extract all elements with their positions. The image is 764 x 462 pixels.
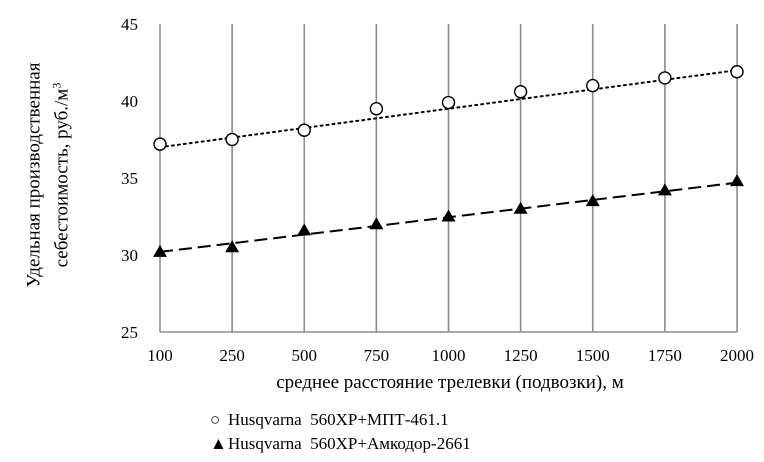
legend-label-1: Husqvarna 560XP+МПТ-461.1 <box>228 410 449 429</box>
legend-label-2: Husqvarna 560XP+Амкодор-2661 <box>228 434 471 453</box>
legend: ○ Husqvarna 560XP+МПТ-461.1 ▲ Husqvarna 56… <box>210 408 471 456</box>
y-axis-title-line2: себестоимость, руб./м <box>51 88 73 268</box>
data-point-series-1-100 <box>153 137 167 151</box>
y-axis-title: Удельная производственная себестоимость,… <box>8 10 88 340</box>
x-tick-label-250: 250 <box>219 346 245 365</box>
data-point-series-2-250 <box>225 240 240 253</box>
data-point-series-2-1500 <box>585 194 600 207</box>
x-tick-label-100: 100 <box>147 346 173 365</box>
x-tick-label-1000: 1000 <box>432 346 466 365</box>
x-tick-label-750: 750 <box>364 346 390 365</box>
data-point-series-1-1000 <box>441 95 456 110</box>
y-tick-label-45: 45 <box>121 15 138 34</box>
data-point-series-2-750 <box>369 217 384 230</box>
data-point-series-1-1250 <box>513 85 528 99</box>
data-point-series-1-250 <box>225 132 239 147</box>
filled-triangle-marker-icon: ▲ <box>210 434 227 453</box>
x-tick-label-1250: 1250 <box>504 346 538 365</box>
data-point-series-2-100 <box>153 244 167 257</box>
y-axis-title-line1: Удельная производственная <box>23 62 45 288</box>
y-tick-label-25: 25 <box>121 323 138 342</box>
legend-item-2: ▲ Husqvarna 560XP+Амкодор-2661 <box>210 432 471 456</box>
data-point-series-1-750 <box>369 101 384 116</box>
open-circle-marker-icon: ○ <box>210 410 221 429</box>
data-point-series-2-1750 <box>657 183 672 196</box>
x-axis-title: среднее расстояние трелевки (подвозки), … <box>276 372 624 393</box>
data-point-series-2-1000 <box>441 209 456 222</box>
data-point-series-2-1250 <box>513 201 528 214</box>
trendline-series-1 <box>159 69 738 149</box>
data-point-series-1-500 <box>297 123 311 137</box>
y-axis-title-superscript: 3 <box>49 82 64 89</box>
data-point-series-1-2000 <box>730 65 744 79</box>
data-point-series-2-500 <box>297 223 312 236</box>
legend-item-1: ○ Husqvarna 560XP+МПТ-461.1 <box>210 408 471 432</box>
y-tick-label-40: 40 <box>121 92 138 111</box>
y-tick-label-35: 35 <box>121 169 138 188</box>
y-tick-label-30: 30 <box>121 246 138 265</box>
data-point-series-1-1750 <box>658 71 672 85</box>
x-tick-label-500: 500 <box>292 346 318 365</box>
x-tick-label-1750: 1750 <box>648 346 682 365</box>
x-tick-label-2000: 2000 <box>720 346 754 365</box>
x-tick-label-1500: 1500 <box>576 346 610 365</box>
data-point-series-1-1500 <box>586 78 600 93</box>
data-point-series-2-2000 <box>730 174 744 187</box>
